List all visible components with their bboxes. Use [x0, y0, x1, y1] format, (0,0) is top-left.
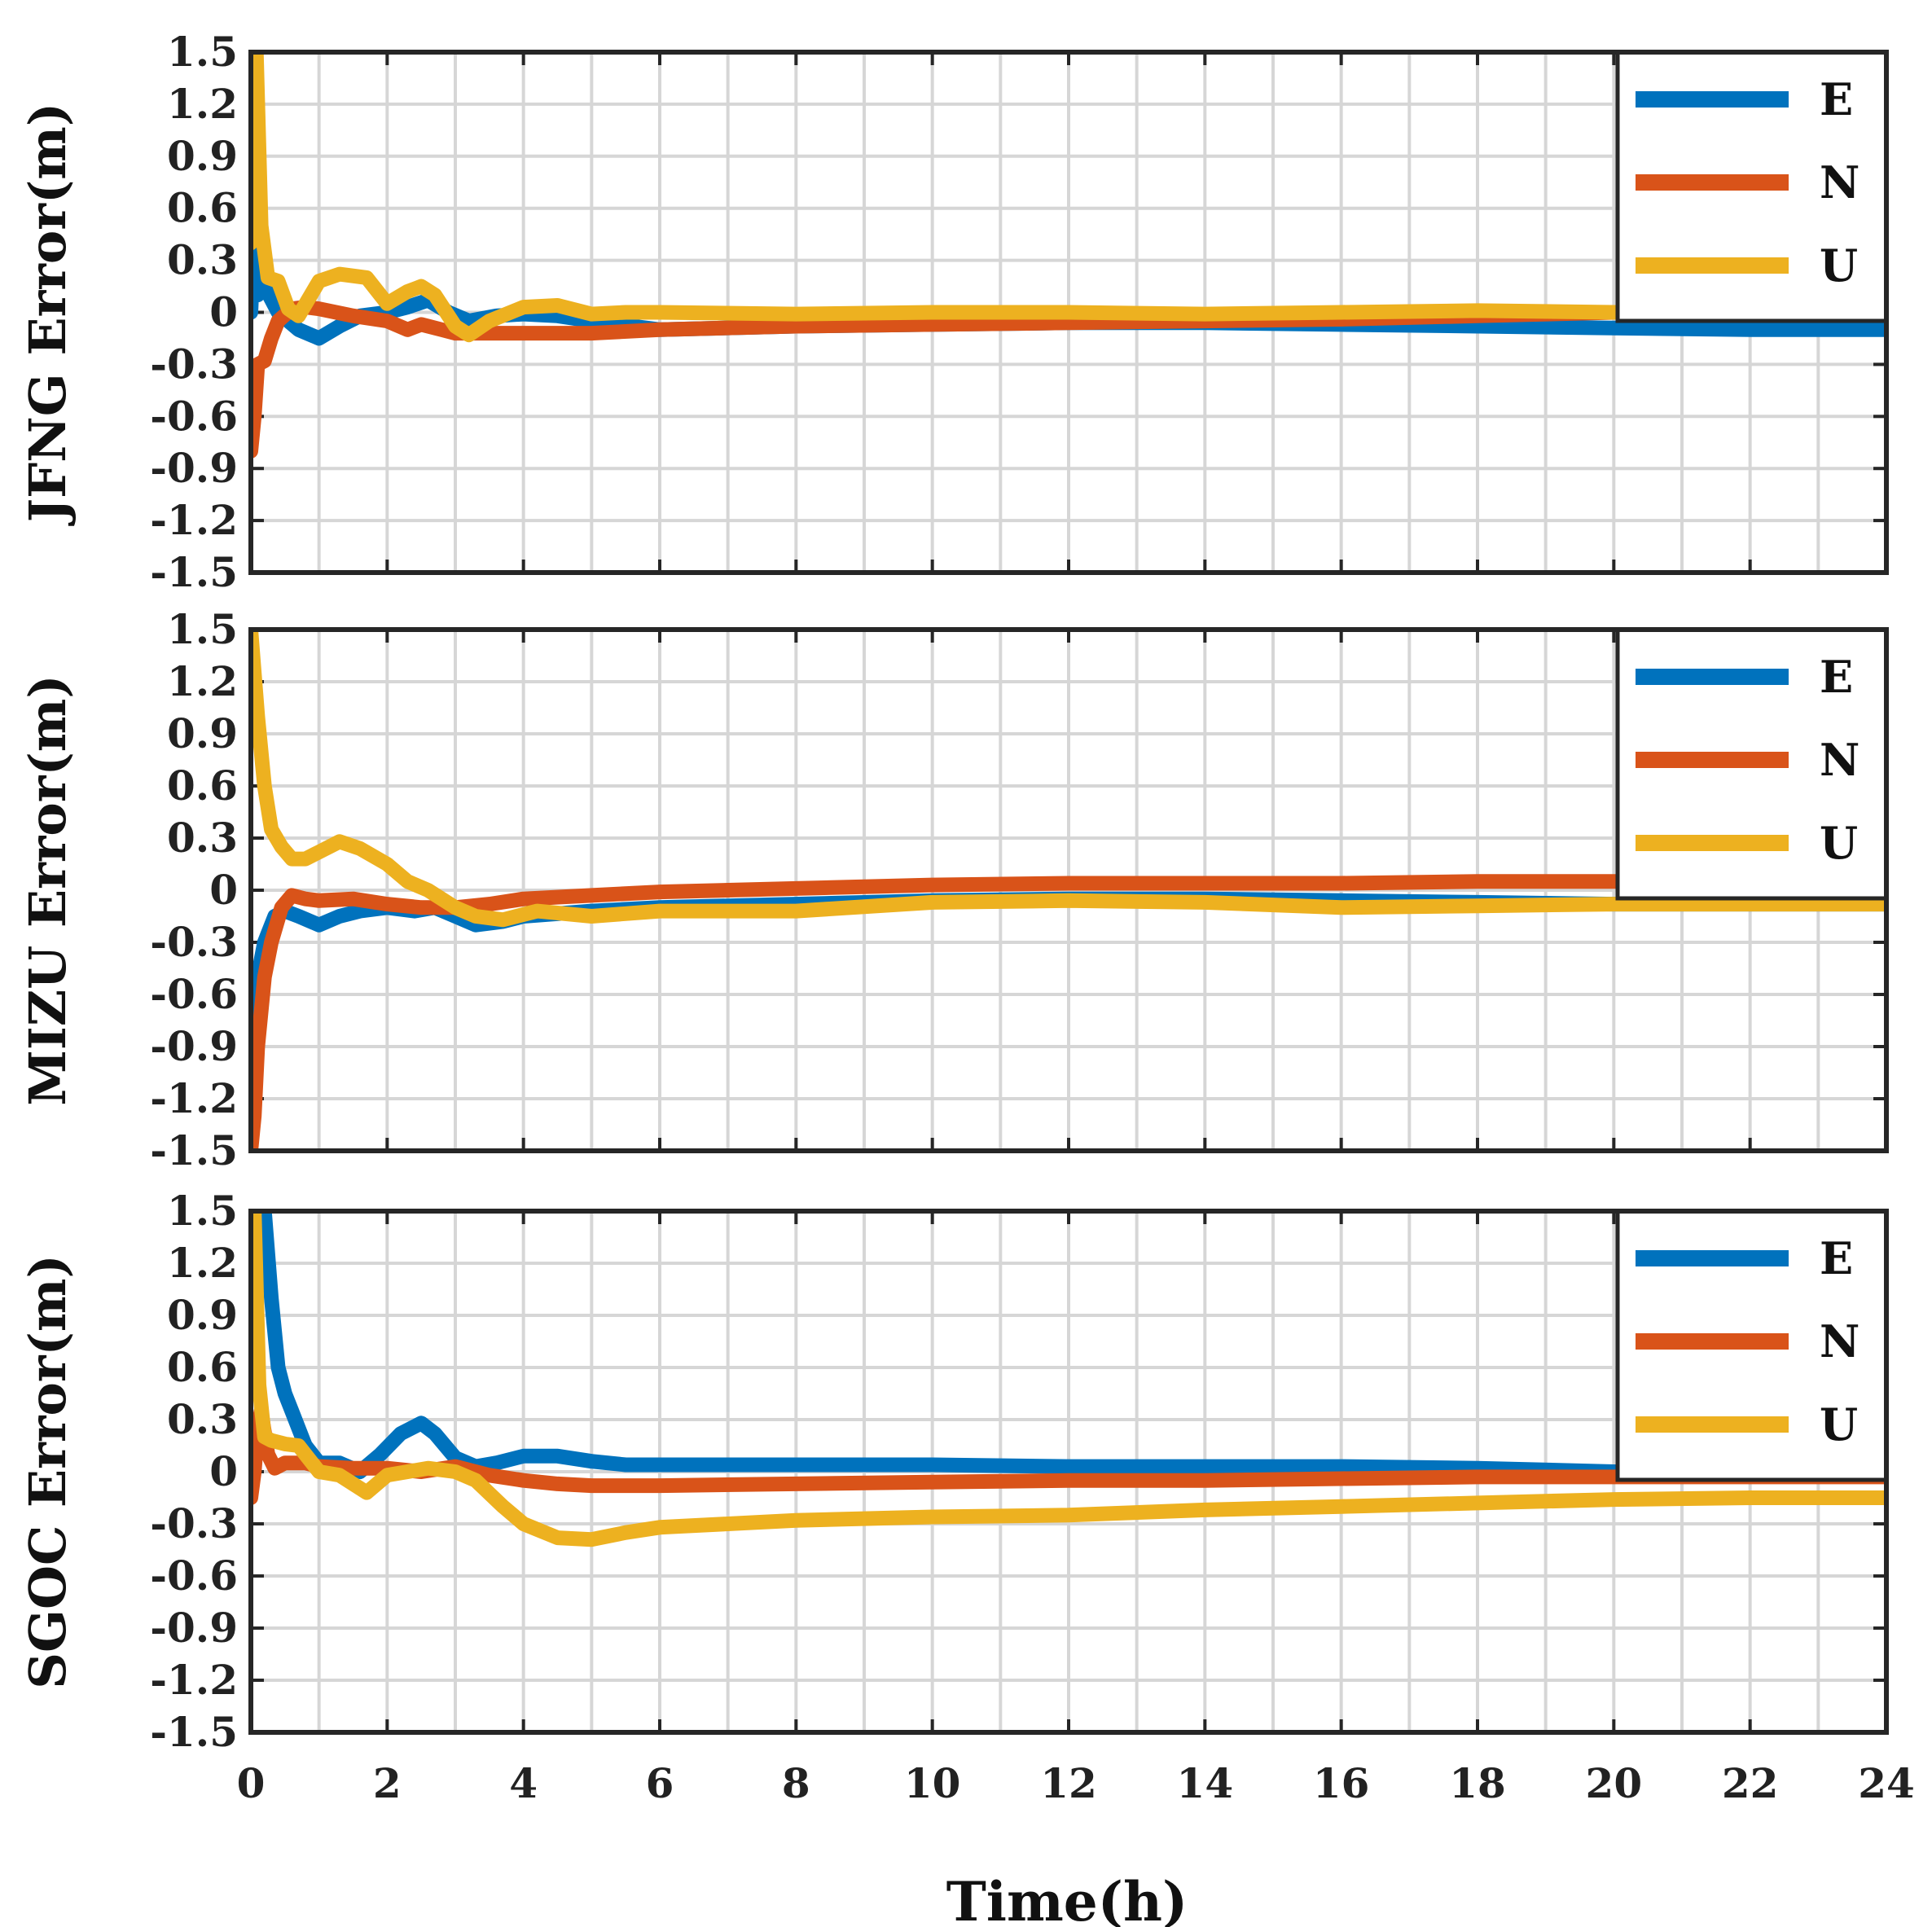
x-axis-label: Time(h): [946, 1870, 1188, 1927]
y-tick-label: -0.6: [150, 1552, 238, 1600]
y-tick-label: 0: [209, 1447, 238, 1495]
panel-sgoc: 1.51.20.90.60.30-0.3-0.6-0.9-1.2-1.50 2 4 6…: [18, 1187, 1915, 1807]
legend-label-e: E: [1820, 651, 1853, 703]
legend-label-u: U: [1820, 817, 1858, 869]
y-tick-label: 0.6: [167, 762, 238, 810]
legend-label-e: E: [1820, 1232, 1853, 1284]
series-line-n: [251, 300, 1886, 459]
x-tick-label: 14: [1177, 1759, 1234, 1807]
y-tick-label: -1.2: [150, 1656, 238, 1704]
y-tick-label: -0.6: [150, 970, 238, 1018]
y-tick-label: 0.6: [167, 184, 238, 232]
y-tick-label: -0.6: [150, 392, 238, 440]
y-tick-label: 0: [209, 866, 238, 914]
x-tick-label: 0: [237, 1759, 266, 1807]
y-tick-label: -1.5: [150, 548, 238, 596]
legend: ENU: [1615, 1209, 1889, 1482]
series-line-u: [251, 52, 1886, 343]
y-axis-label: MIZU Error(m): [18, 674, 77, 1105]
y-tick-label: 0.3: [167, 236, 238, 284]
axes-frame: [248, 50, 1889, 575]
x-tick-label: 12: [1040, 1759, 1097, 1807]
y-tick-label: 0.3: [167, 814, 238, 862]
legend-label-e: E: [1820, 73, 1853, 125]
legend-label-n: N: [1820, 734, 1860, 786]
y-tick-label: 1.2: [167, 80, 238, 128]
y-tick-label: -0.9: [150, 444, 238, 492]
legend-label-n: N: [1820, 1315, 1860, 1367]
y-tick-label: 0.3: [167, 1395, 238, 1443]
panel-jfng: 1.51.20.90.60.30-0.3-0.6-0.9-1.2-1.5 ENU J…: [18, 28, 1889, 596]
legend: ENU: [1615, 50, 1889, 323]
y-tick-label: 0.9: [167, 132, 238, 180]
series-group: [251, 630, 1886, 1151]
x-tick-label: 16: [1313, 1759, 1370, 1807]
series-group: [251, 1211, 1886, 1547]
y-tick-label: -1.2: [150, 496, 238, 544]
axes-frame: [248, 1209, 1889, 1735]
legend-label-n: N: [1820, 156, 1860, 209]
x-tick-label: 6: [646, 1759, 674, 1807]
legend: ENU: [1615, 627, 1889, 901]
x-tick-label: 10: [904, 1759, 961, 1807]
y-tick-label: -0.3: [150, 340, 238, 388]
y-tick-label: -1.5: [150, 1708, 238, 1756]
y-tick-label: -1.2: [150, 1074, 238, 1122]
x-tick-label: 8: [782, 1759, 810, 1807]
y-tick-label: -0.3: [150, 1499, 238, 1547]
y-tick-label: 1.5: [167, 1187, 238, 1235]
y-tick-label: 0.9: [167, 709, 238, 757]
legend-label-u: U: [1820, 1398, 1858, 1451]
x-tick-label: 4: [509, 1759, 538, 1807]
x-tick-label: 18: [1449, 1759, 1506, 1807]
panel-mizu: 1.51.20.9 0.60.30-0.3-0.6-0.9-1.2-1.5 ENU M…: [18, 605, 1889, 1174]
series-group: [251, 52, 1886, 459]
legend-label-u: U: [1820, 239, 1858, 292]
y-tick-label: 1.2: [167, 657, 238, 705]
x-tick-label: 2: [373, 1759, 402, 1807]
series-line-n: [251, 1403, 1886, 1505]
y-tick-label: 0.9: [167, 1291, 238, 1339]
x-tick-label: 22: [1722, 1759, 1779, 1807]
x-tick-label: 24: [1858, 1759, 1915, 1807]
axes-frame: [248, 627, 1889, 1153]
y-tick-label: -0.9: [150, 1022, 238, 1070]
x-tick-label: 20: [1586, 1759, 1643, 1807]
series-line-u: [251, 1211, 1886, 1547]
y-tick-label: -0.9: [150, 1604, 238, 1652]
y-tick-label: 1.5: [167, 28, 238, 76]
y-tick-label: -1.5: [150, 1126, 238, 1174]
y-tick-label: 1.2: [167, 1239, 238, 1287]
panels: 1.51.20.90.60.30-0.3-0.6-0.9-1.2-1.5ENUJ…: [18, 28, 1915, 1807]
y-axis-label: SGOC Error(m): [18, 1254, 77, 1689]
y-tick-label: -0.3: [150, 918, 238, 966]
y-axis-label: JFNG Error(m): [18, 103, 77, 526]
y-tick-label: 0.6: [167, 1343, 238, 1391]
series-line-u: [251, 630, 1886, 928]
y-tick-label: 1.5: [167, 605, 238, 653]
y-tick-label: 0: [209, 288, 238, 336]
